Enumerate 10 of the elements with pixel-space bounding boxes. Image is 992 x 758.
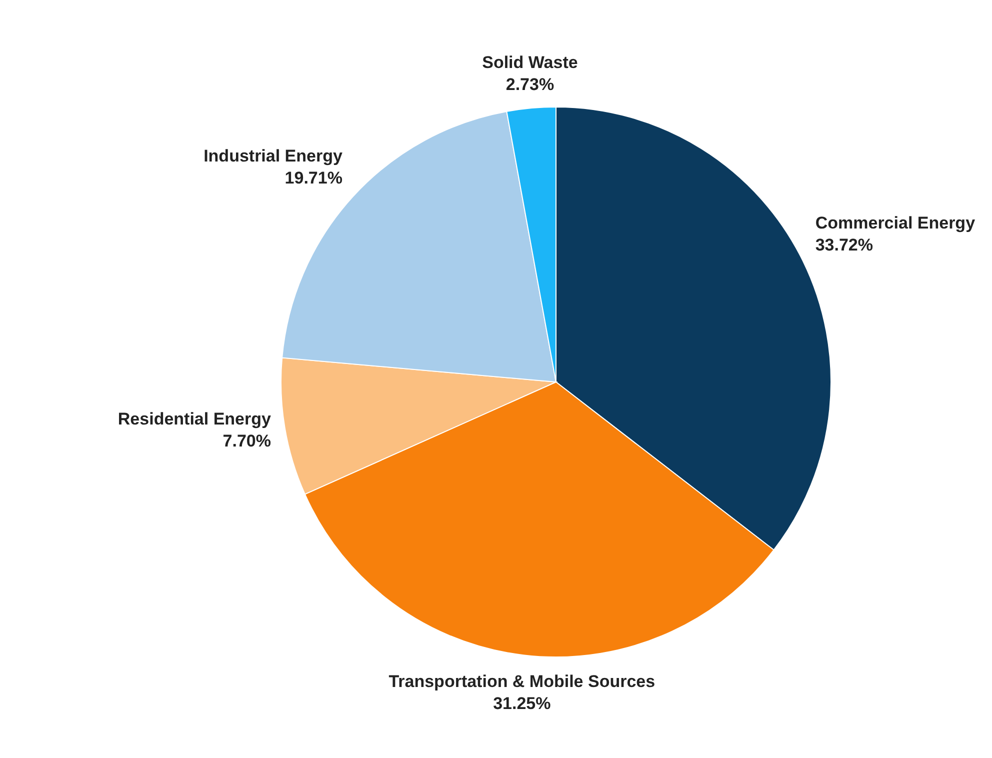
slice-label: Commercial Energy xyxy=(815,213,976,232)
slice-label: Transportation & Mobile Sources xyxy=(388,672,656,691)
slice-label: Residential Energy xyxy=(118,410,272,429)
slice-label: Solid Waste xyxy=(482,53,578,72)
data-label: 19.71% xyxy=(284,168,342,188)
slice-label: Industrial Energy xyxy=(204,146,343,166)
data-label: 7.70% xyxy=(222,432,271,451)
data-label: 33.72% xyxy=(815,235,874,254)
data-label: 2.73% xyxy=(506,75,554,94)
data-label: 31.25% xyxy=(493,694,551,713)
